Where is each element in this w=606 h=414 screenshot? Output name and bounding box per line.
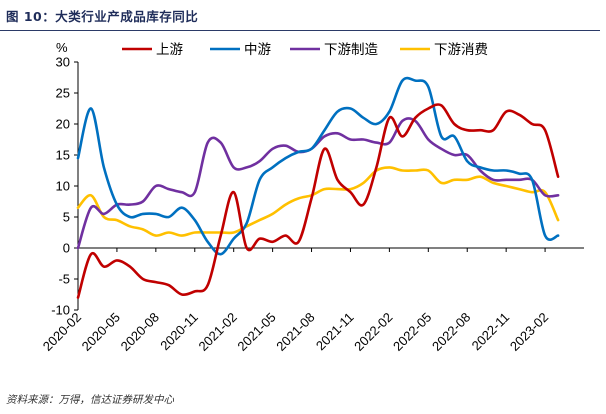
legend-label: 上游 xyxy=(156,42,183,58)
y-tick-label: 5 xyxy=(63,210,70,225)
legend-label: 下游制造 xyxy=(324,42,378,58)
x-tick-label: 2020-11 xyxy=(157,310,201,354)
series-line-0 xyxy=(76,103,560,299)
legend-label: 下游消费 xyxy=(434,42,488,58)
figure-title: 图 10：大类行业产成品库存同比 xyxy=(6,9,199,24)
y-tick-label: 30 xyxy=(56,55,70,70)
y-tick-label: -5 xyxy=(58,272,70,287)
x-tick-label: 2022-05 xyxy=(390,310,434,354)
y-axis-unit: % xyxy=(56,40,68,55)
legend-label: 中游 xyxy=(244,42,271,58)
series-line-2 xyxy=(76,117,560,250)
series-lines xyxy=(76,76,560,299)
y-tick-label: 10 xyxy=(56,179,70,194)
x-tick-label: 2023-02 xyxy=(507,310,551,354)
y-tick-label: 15 xyxy=(56,148,70,163)
x-tick-label: 2022-02 xyxy=(351,310,395,354)
x-tick-label: 2021-05 xyxy=(234,310,278,354)
y-tick-label: -10 xyxy=(51,303,70,318)
x-tick-label: 2022-11 xyxy=(469,310,513,354)
series-line-1 xyxy=(76,76,560,256)
source-note: 资料来源：万得，信达证券研发中心 xyxy=(6,394,174,406)
legend: 上游 中游 下游制造 下游消费 xyxy=(122,42,488,58)
x-tick-label: 2022-08 xyxy=(429,310,473,354)
x-tick-label: 2021-08 xyxy=(273,310,317,354)
title-divider xyxy=(0,30,600,31)
x-tick-label: 2021-02 xyxy=(195,310,239,354)
x-tick-label: 2021-11 xyxy=(313,310,357,354)
x-tick-label: 2020-08 xyxy=(118,310,162,354)
series-line-3 xyxy=(76,166,560,237)
y-tick-label: 0 xyxy=(63,241,70,256)
y-tick-label: 20 xyxy=(56,117,70,132)
x-tick-label: 2020-05 xyxy=(79,310,123,354)
y-tick-label: 25 xyxy=(56,86,70,101)
